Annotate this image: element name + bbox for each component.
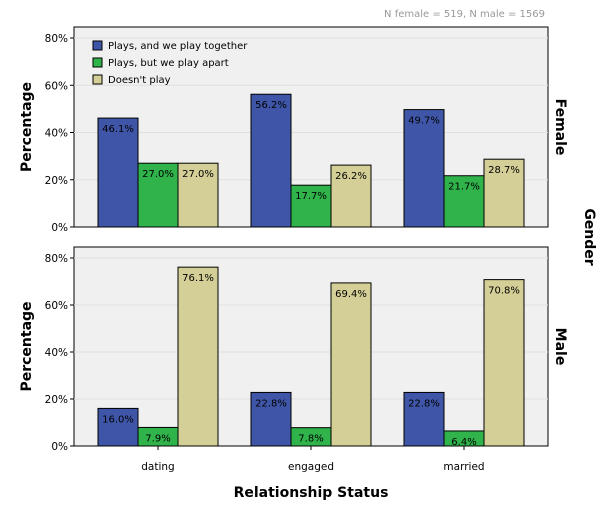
y-tick-label: 20% — [45, 175, 68, 187]
bar-label: 76.1% — [182, 273, 214, 284]
bar-label: 26.2% — [335, 171, 367, 182]
bar-label: 49.7% — [408, 116, 440, 127]
legend-swatch — [92, 57, 103, 68]
bar — [330, 164, 372, 228]
bar-label: 21.7% — [448, 182, 480, 193]
panel-label: Female — [552, 99, 568, 156]
x-tick-label: dating — [141, 461, 174, 473]
bar-label: 22.8% — [408, 398, 440, 409]
bar-label: 7.8% — [298, 434, 323, 445]
panel-female: 0% 20% 40% 60% 80% 46.1% 56.2% 49.7% 27.0% 17.7% 2… — [19, 26, 568, 234]
bar — [403, 391, 445, 447]
y-tick-label: 60% — [45, 300, 68, 312]
bar — [443, 175, 485, 228]
legend-swatch — [92, 74, 103, 85]
y-tick-label: 60% — [45, 80, 68, 92]
panel-label: Male — [552, 328, 568, 366]
bar — [290, 184, 332, 228]
y-tick-label: 0% — [51, 222, 68, 234]
bar-label: 27.0% — [142, 169, 174, 180]
bar-label: 28.7% — [488, 165, 520, 176]
sample-size-note: N female = 519, N male = 1569 — [384, 9, 545, 20]
bar — [403, 109, 445, 228]
x-tick-label: married — [443, 461, 484, 473]
y-tick-label: 40% — [45, 128, 68, 140]
legend-swatch — [92, 40, 103, 51]
bar — [250, 391, 292, 447]
x-tick-label: engaged — [288, 461, 334, 473]
y-axis-title: Percentage — [19, 82, 35, 172]
bar — [177, 266, 219, 447]
bar-label: 7.9% — [145, 433, 170, 444]
bar-label: 27.0% — [182, 169, 214, 180]
panel-male: 0% 20% 40% 60% 80% 16.0% 22.8% 22.8% 7.9% 7.8% 6.4… — [19, 246, 568, 453]
legend-entry: Plays, and we play together — [108, 41, 248, 52]
bar-label: 46.1% — [102, 124, 134, 135]
bar — [483, 158, 525, 228]
legend: Plays, and we play together Plays, but we… — [92, 40, 248, 86]
legend-entry: Plays, but we play apart — [108, 58, 229, 69]
bar — [177, 162, 219, 228]
bar-label: 56.2% — [255, 100, 287, 111]
bar-label: 22.8% — [255, 398, 287, 409]
bar — [250, 93, 292, 228]
y-tick-label: 80% — [45, 253, 68, 265]
y-axis-title: Percentage — [19, 301, 35, 391]
y-tick-label: 0% — [51, 441, 68, 453]
bar-label: 16.0% — [102, 414, 134, 425]
bar — [483, 279, 525, 447]
y-tick-label: 40% — [45, 347, 68, 359]
bar-label: 70.8% — [488, 286, 520, 297]
legend-entry: Doesn't play — [108, 75, 171, 86]
y-tick-label: 20% — [45, 394, 68, 406]
bar-label: 17.7% — [295, 191, 327, 202]
bar — [330, 282, 372, 447]
bar — [97, 407, 139, 447]
facet-label-gender: Gender — [581, 208, 597, 265]
bar-label: 6.4% — [451, 437, 476, 448]
x-axis-title: Relationship Status — [234, 485, 389, 501]
y-tick-label: 80% — [45, 33, 68, 45]
bar-label: 69.4% — [335, 289, 367, 300]
panel-background — [73, 246, 549, 447]
bar — [137, 162, 179, 228]
bar — [97, 117, 139, 228]
